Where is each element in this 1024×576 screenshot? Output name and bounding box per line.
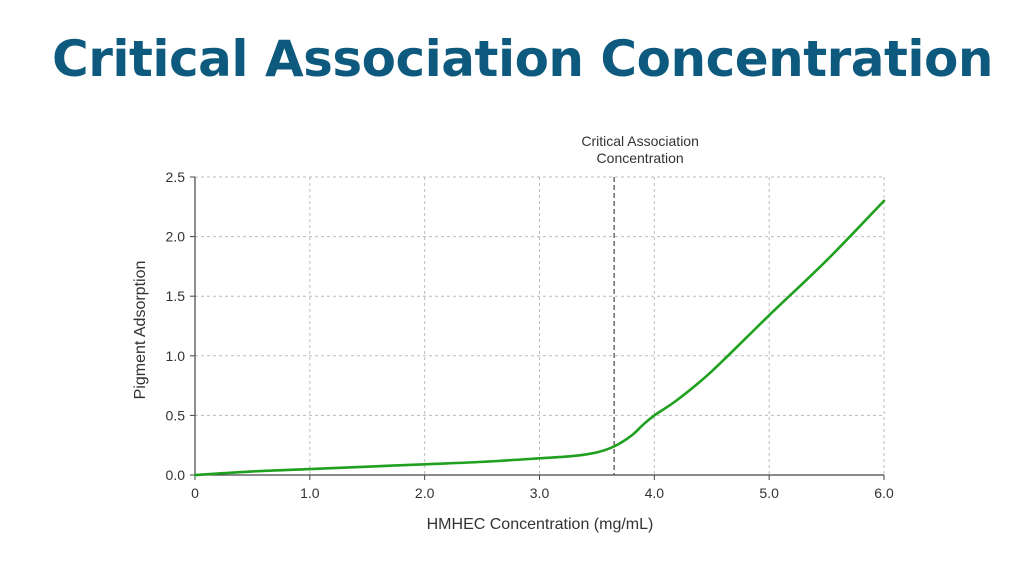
y-tick-label: 2.5: [166, 169, 186, 185]
adsorption-series-line: [193, 199, 886, 477]
y-tick-label: 0.5: [166, 407, 186, 423]
x-tick-label: 3.0: [530, 485, 550, 501]
y-tick-label: 1.0: [166, 348, 186, 364]
x-tick-label: 6.0: [874, 485, 894, 501]
x-tick-label: 4.0: [645, 485, 665, 501]
y-tick-label: 2.0: [166, 229, 186, 245]
grid-layer: [195, 176, 885, 475]
x-tick-label: 5.0: [759, 485, 779, 501]
y-tick-label: 0.0: [166, 467, 186, 483]
y-tick-label: 1.5: [166, 288, 186, 304]
critical-concentration-label: Concentration: [597, 150, 684, 166]
x-tick-label: 1.0: [300, 485, 320, 501]
x-tick-label: 0: [191, 485, 199, 501]
series-layer: [193, 199, 886, 477]
x-tick-label: 2.0: [415, 485, 435, 501]
y-axis-label: Pigment Adsorption: [132, 261, 149, 400]
x-axis-label: HMHEC Concentration (mg/mL): [427, 516, 654, 533]
axes-layer: 0 1.0 2.0 3.0 4.0 5.0 6.0 0.0 0.5 1.0 1.5 2.0 2.5: [166, 169, 894, 501]
critical-concentration-label: Critical Association: [581, 133, 699, 149]
slide-title: Critical Association Concentration: [52, 30, 994, 88]
